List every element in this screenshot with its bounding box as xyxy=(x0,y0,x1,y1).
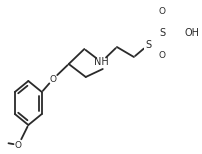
Text: O: O xyxy=(49,75,56,83)
Text: S: S xyxy=(144,40,150,50)
Text: O: O xyxy=(15,140,22,150)
Text: O: O xyxy=(158,51,165,59)
Text: S: S xyxy=(158,28,164,38)
Text: OH: OH xyxy=(183,28,198,38)
Text: NH: NH xyxy=(94,57,108,67)
Text: O: O xyxy=(158,6,165,16)
